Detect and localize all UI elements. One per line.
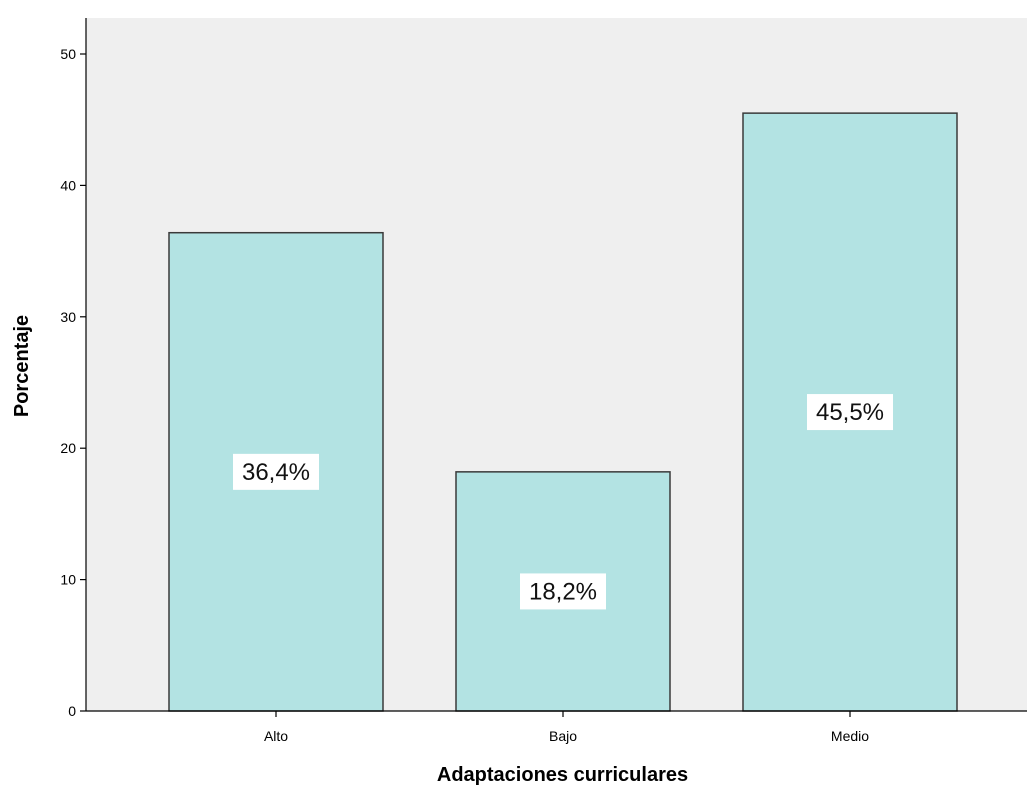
y-tick-label: 10 — [60, 572, 76, 588]
y-tick-label: 40 — [60, 177, 76, 193]
y-tick-label: 50 — [60, 46, 76, 62]
y-axis-title: Porcentaje — [11, 315, 33, 417]
y-tick-label: 20 — [60, 440, 76, 456]
x-tick-label: Medio — [831, 728, 869, 744]
x-tick-label: Alto — [264, 728, 288, 744]
data-label: 36,4% — [242, 459, 310, 486]
data-label: 18,2% — [529, 578, 597, 605]
x-axis-title: Adaptaciones curriculares — [437, 764, 688, 786]
x-tick-label: Bajo — [549, 728, 577, 744]
data-label: 45,5% — [816, 399, 884, 426]
y-tick-label: 0 — [68, 703, 76, 719]
y-tick-label: 30 — [60, 309, 76, 325]
data-label-box — [807, 394, 893, 431]
data-label-box — [520, 573, 606, 610]
data-label-box — [233, 453, 319, 490]
